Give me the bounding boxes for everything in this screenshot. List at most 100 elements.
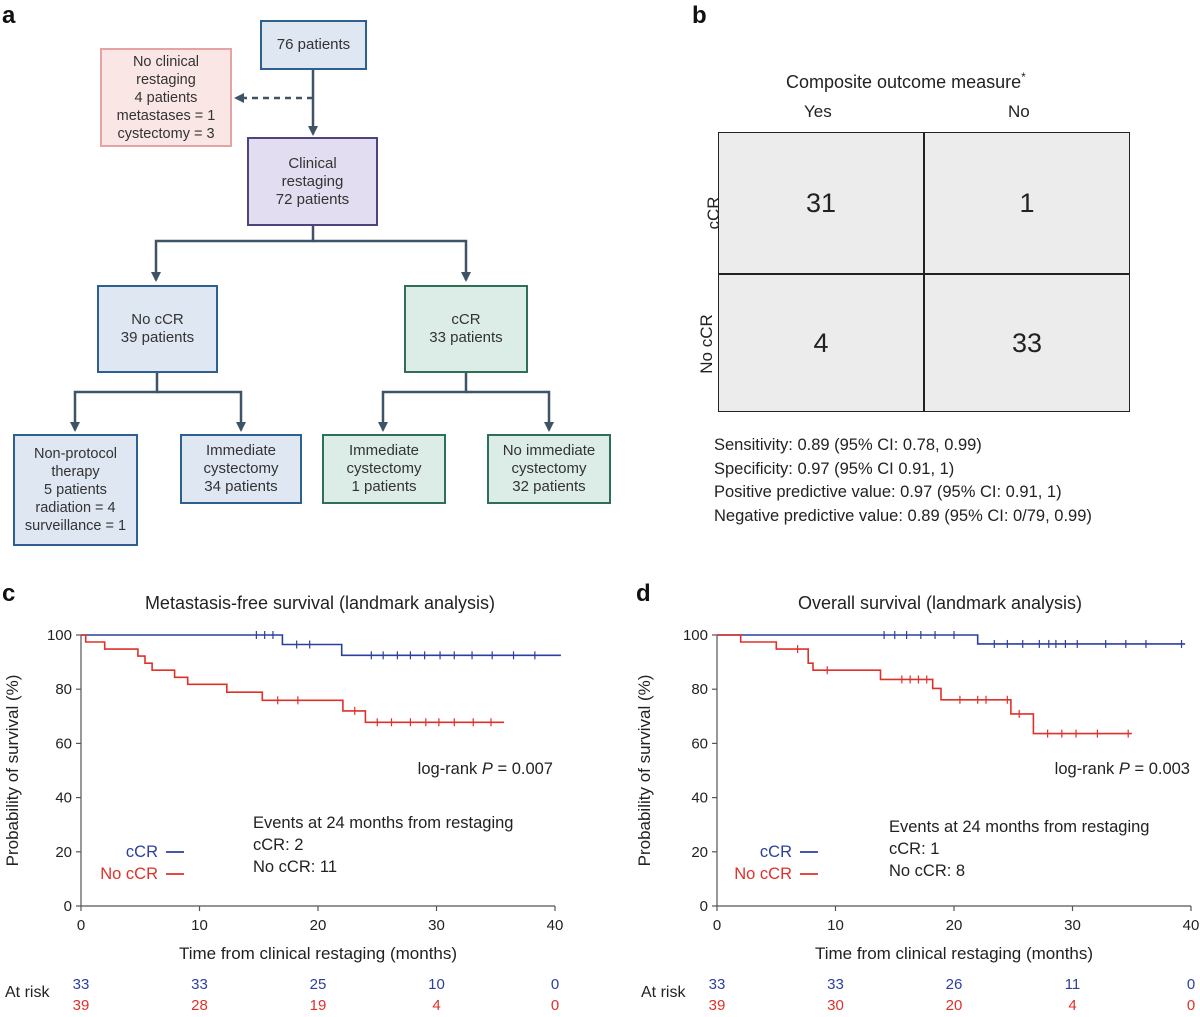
at-risk-no-ccr-value: 19: [309, 997, 327, 1014]
x-axis-label: Time from clinical restaging (months): [179, 944, 457, 963]
connector-noccr-split: [70, 373, 159, 432]
events-annotation-line: cCR: 2: [253, 836, 303, 854]
x-tick-label: 30: [1064, 917, 1081, 934]
y-tick-label: 100: [683, 627, 708, 644]
events-annotation-line: cCR: 1: [889, 840, 939, 858]
x-tick-label: 20: [946, 917, 963, 934]
flow-box-no-immediate-cystectomy: No immediate cystectomy 32 patients: [487, 434, 611, 504]
x-tick-label: 20: [310, 917, 327, 934]
x-tick-label: 40: [547, 917, 564, 934]
at-risk-ccr-value: 25: [309, 976, 327, 993]
at-risk-ccr-value: 0: [1186, 976, 1196, 993]
km-line-ccr: [717, 634, 1186, 645]
at-risk-ccr-value: 10: [428, 976, 445, 993]
flow-box-non-protocol: Non-protocol therapy 5 patients radiation =…: [13, 434, 138, 546]
at-risk-no-ccr-value: 39: [708, 997, 726, 1014]
legend-label-no-ccr: No cCR: [734, 865, 792, 883]
confusion-cell-ccr-no: 1: [1019, 187, 1035, 218]
km-title-c: Metastasis-free survival (landmark analy…: [144, 593, 496, 613]
y-tick-label: 0: [700, 898, 708, 915]
x-tick-label: 10: [191, 917, 208, 934]
flow-connectors: [70, 70, 554, 432]
logrank-annotation: log-rank P = 0.003: [1055, 760, 1190, 778]
connector-ccr-split: [378, 373, 468, 432]
stat-npv: Negative predictive value: 0.89 (95% CI:…: [714, 506, 1092, 525]
confusion-col-yes: Yes: [804, 102, 832, 121]
at-risk-no-ccr-value: 4: [432, 997, 441, 1014]
y-tick-label: 80: [691, 681, 708, 698]
km-line-ccr: [81, 634, 561, 657]
events-annotation-line: No cCR: 8: [889, 862, 965, 880]
confusion-divider-horizontal: [719, 273, 1129, 275]
events-annotation-line: No cCR: 11: [253, 858, 337, 876]
panel-letter-c: c: [2, 580, 16, 607]
confusion-title: Composite outcome measure*: [786, 70, 1026, 92]
logrank-annotation: log-rank P = 0.007: [418, 760, 553, 778]
y-tick-label: 20: [691, 844, 708, 861]
events-annotation-line: Events at 24 months from restaging: [253, 814, 513, 832]
flow-box-restaging: Clinical restaging 72 patients: [247, 137, 378, 226]
x-tick-label: 30: [428, 917, 445, 934]
at-risk-ccr-value: 11: [1064, 976, 1081, 993]
km-chart-metastasis-free: 0 10 20 30 40 0 20 40 60 80 100 Time from clinical …: [3, 627, 564, 963]
connector-restaging-split: [151, 226, 315, 282]
km-line-no-ccr: [717, 634, 1132, 735]
flow-box-start: 76 patients: [260, 20, 367, 70]
legend-label-ccr: cCR: [126, 843, 158, 861]
confusion-matrix: 31 1 4 33: [718, 132, 1130, 412]
panel-letter-a: a: [2, 2, 16, 29]
at-risk-ccr-value: 33: [191, 976, 208, 993]
km-title-d: Overall survival (landmark analysis): [797, 593, 1083, 613]
at-risk-label-c: At risk: [5, 984, 50, 1001]
at-risk-no-ccr-value: 0: [550, 997, 560, 1014]
y-tick-label: 60: [691, 735, 708, 752]
y-tick-label: 60: [55, 735, 72, 752]
km-line-no-ccr: [81, 634, 504, 724]
y-axis-label: Probability of survival (%): [635, 675, 654, 867]
at-risk-label-d: At risk: [641, 984, 686, 1001]
legend-label-ccr: cCR: [760, 843, 792, 861]
at-risk-no-ccr-value: 0: [1186, 997, 1196, 1014]
at-risk-no-ccr-value: 20: [945, 997, 963, 1014]
at-risk-ccr-value: 26: [945, 976, 963, 993]
flow-box-immediate-cystectomy-ccr: Immediate cystectomy 1 patients: [322, 434, 446, 504]
flow-box-ccr: cCR 33 patients: [404, 285, 528, 373]
flow-box-immediate-cystectomy-no-ccr: Immediate cystectomy 34 patients: [180, 434, 302, 504]
confusion-cell-noccr-no: 33: [1011, 327, 1043, 358]
at-risk-ccr-value: 33: [827, 976, 844, 993]
events-annotation-line: Events at 24 months from restaging: [889, 818, 1149, 836]
y-tick-label: 40: [691, 790, 708, 807]
y-axis-label: Probability of survival (%): [3, 675, 22, 867]
connector-ccr-to-nocyst: [466, 390, 554, 432]
panel-letter-b: b: [692, 2, 707, 29]
connector-noccr-to-cyst: [157, 390, 246, 432]
panel-letter-d: d: [636, 580, 651, 607]
y-tick-label: 100: [47, 627, 72, 644]
stat-specificity: Specificity: 0.97 (95% CI 0.91, 1): [714, 459, 955, 478]
confusion-cell-noccr-yes: 4: [813, 327, 829, 358]
at-risk-no-ccr-value: 4: [1068, 997, 1077, 1014]
at-risk-no-ccr-value: 39: [72, 997, 90, 1014]
confusion-divider-vertical: [923, 133, 925, 411]
y-tick-label: 0: [64, 898, 72, 915]
legend-label-no-ccr: No cCR: [100, 865, 158, 883]
flow-box-no-ccr: No cCR 39 patients: [97, 285, 218, 373]
at-risk-ccr-value: 0: [550, 976, 560, 993]
x-tick-label: 0: [77, 917, 85, 934]
flow-box-excluded: No clinical restaging 4 patients metastases…: [100, 48, 232, 147]
confusion-cell-ccr-yes: 31: [805, 187, 837, 218]
x-tick-label: 10: [827, 917, 844, 934]
y-tick-label: 40: [55, 790, 72, 807]
confusion-title-asterisk: *: [1021, 70, 1026, 84]
stat-ppv: Positive predictive value: 0.97 (95% CI:…: [714, 483, 1062, 501]
y-tick-label: 80: [55, 681, 72, 698]
confusion-stats: Sensitivity: 0.89 (95% CI: 0.78, 0.99) S…: [714, 434, 1092, 528]
x-axis-label: Time from clinical restaging (months): [815, 944, 1093, 963]
confusion-row-no-ccr: No cCR: [697, 314, 716, 374]
at-risk-no-ccr-value: 28: [191, 997, 208, 1014]
at-risk-ccr-value: 33: [72, 976, 90, 993]
at-risk-ccr-value: 33: [708, 976, 726, 993]
y-tick-label: 20: [55, 844, 72, 861]
connector-restaging-to-ccr: [313, 239, 471, 282]
stat-sensitivity: Sensitivity: 0.89 (95% CI: 0.78, 0.99): [714, 436, 982, 454]
